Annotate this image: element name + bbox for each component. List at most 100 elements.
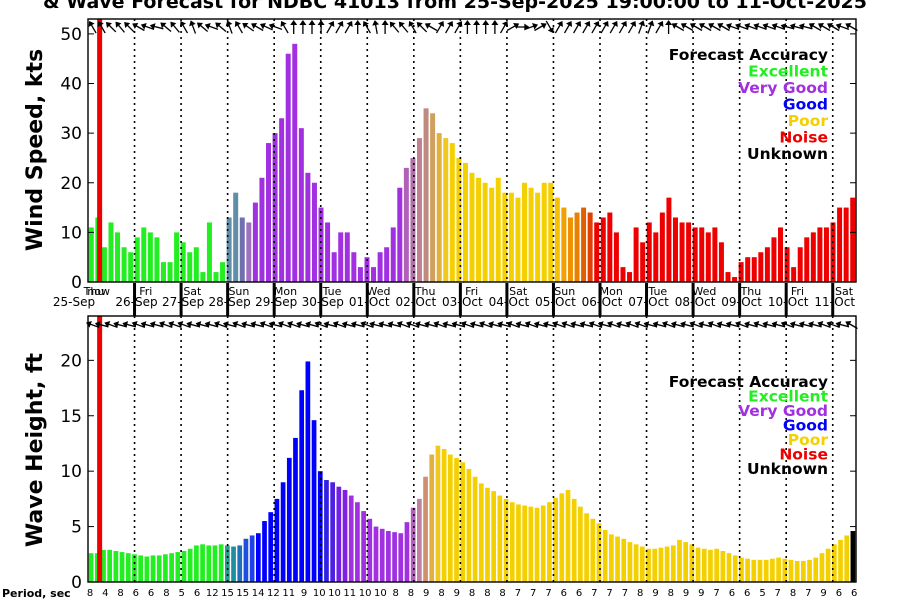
period-value: 9 xyxy=(698,588,704,599)
wave-direction-arrow xyxy=(780,321,795,329)
wind-bar xyxy=(298,128,304,282)
period-value: 5 xyxy=(179,588,185,599)
wave-bar xyxy=(417,498,422,583)
arrow-head xyxy=(204,321,211,328)
wave-legend-item: Good xyxy=(783,417,828,435)
arrow-head xyxy=(726,23,732,30)
day-name-label: Sat xyxy=(183,285,202,298)
wave-direction-arrow xyxy=(625,321,639,329)
arrow-head xyxy=(597,321,604,328)
wave-direction-arrow xyxy=(826,321,840,329)
arrow-head xyxy=(398,21,405,28)
wave-bar xyxy=(745,558,750,582)
wind-bar xyxy=(850,197,856,282)
wind-direction-arrow xyxy=(482,20,490,34)
arrow-head xyxy=(387,321,394,328)
wind-bar xyxy=(705,232,711,282)
wind-bar xyxy=(528,187,534,282)
day-name-label: Thu xyxy=(414,285,436,298)
arrow-head xyxy=(671,22,678,30)
period-value: 8 xyxy=(117,588,123,599)
wave-direction-arrow xyxy=(159,321,173,329)
date-label: 30-Sep xyxy=(302,295,344,309)
arrow-head xyxy=(414,321,421,328)
arrow-head xyxy=(460,321,467,328)
wave-bar xyxy=(212,545,218,582)
wind-ytick-label: 50 xyxy=(60,25,82,45)
day-name-label: Sat xyxy=(835,285,854,298)
wind-bar xyxy=(627,272,633,282)
arrow-head xyxy=(491,20,499,25)
period-value: 7 xyxy=(530,588,536,599)
wind-direction-arrow xyxy=(280,20,289,34)
period-value: 6 xyxy=(744,588,750,599)
date-label: 26-Sep xyxy=(115,295,157,309)
wind-bar xyxy=(600,217,606,282)
wind-bar xyxy=(246,222,252,282)
wind-direction-arrow xyxy=(726,23,740,31)
wave-direction-arrow xyxy=(195,321,210,328)
day-name-label: Fri xyxy=(465,285,478,298)
wave-legend-item: Unknown xyxy=(747,460,828,478)
wave-ytick-label: 10 xyxy=(60,462,82,482)
wave-direction-arrow xyxy=(259,321,274,329)
wind-direction-arrow xyxy=(534,22,547,32)
wave-bar xyxy=(701,548,707,582)
wave-direction-arrow xyxy=(607,321,621,329)
wind-bar xyxy=(837,207,843,282)
arrow-head xyxy=(561,321,568,328)
wave-direction-arrow xyxy=(186,321,201,328)
day-name-label: Thu xyxy=(83,285,105,298)
wind-direction-arrow xyxy=(771,23,786,31)
wave-direction-arrow xyxy=(753,321,767,329)
wind-bar xyxy=(108,222,114,282)
wave-direction-arrow xyxy=(268,321,283,328)
wind-direction-arrow xyxy=(372,20,380,35)
period-value: 4 xyxy=(102,588,108,599)
wave-bar xyxy=(757,559,763,582)
period-value: 15 xyxy=(221,588,234,599)
arrow-head xyxy=(259,321,266,328)
wind-bar xyxy=(712,227,718,282)
wave-bar xyxy=(460,462,466,582)
wind-bar xyxy=(206,222,212,282)
wind-direction-arrow xyxy=(609,20,618,34)
wind-direction-arrow xyxy=(573,20,582,34)
arrow-head xyxy=(341,321,348,328)
wind-direction-arrow xyxy=(234,20,243,34)
arrow-head xyxy=(798,23,805,30)
wind-bar xyxy=(613,232,619,282)
date-label: 03-Oct xyxy=(442,295,483,309)
wind-bar xyxy=(554,197,560,282)
wind-direction-arrow xyxy=(835,23,850,31)
wind-bar xyxy=(640,242,646,282)
wave-bar xyxy=(770,558,775,582)
wave-bar xyxy=(255,533,261,582)
wave-bar xyxy=(615,536,620,582)
wind-bar xyxy=(377,252,383,282)
wind-direction-arrow xyxy=(845,22,858,32)
wind-direction-arrow xyxy=(735,23,749,31)
arrow-head xyxy=(753,23,760,30)
wind-bar xyxy=(331,252,337,282)
wave-bar xyxy=(150,555,156,582)
date-label: 04-Oct xyxy=(489,295,530,309)
wind-bar xyxy=(666,197,672,282)
wind-bar xyxy=(364,257,370,282)
wind-bar xyxy=(620,267,626,282)
period-value: 8 xyxy=(668,588,674,599)
arrow-head xyxy=(250,321,257,328)
wave-bar xyxy=(435,445,441,582)
wind-bar xyxy=(193,247,199,282)
wind-direction-arrow xyxy=(506,22,520,32)
day-separator xyxy=(272,283,276,316)
wind-direction-arrow xyxy=(389,21,400,33)
wind-bar xyxy=(285,53,291,282)
wind-direction-arrow xyxy=(655,20,664,34)
day-name-label: Mon xyxy=(600,285,623,298)
wind-legend-title: Forecast Accuracy xyxy=(669,46,828,64)
date-label: 25-Sep xyxy=(53,295,95,309)
arrow-head xyxy=(689,22,697,30)
day-separator xyxy=(226,283,230,316)
wind-bar xyxy=(174,232,180,282)
